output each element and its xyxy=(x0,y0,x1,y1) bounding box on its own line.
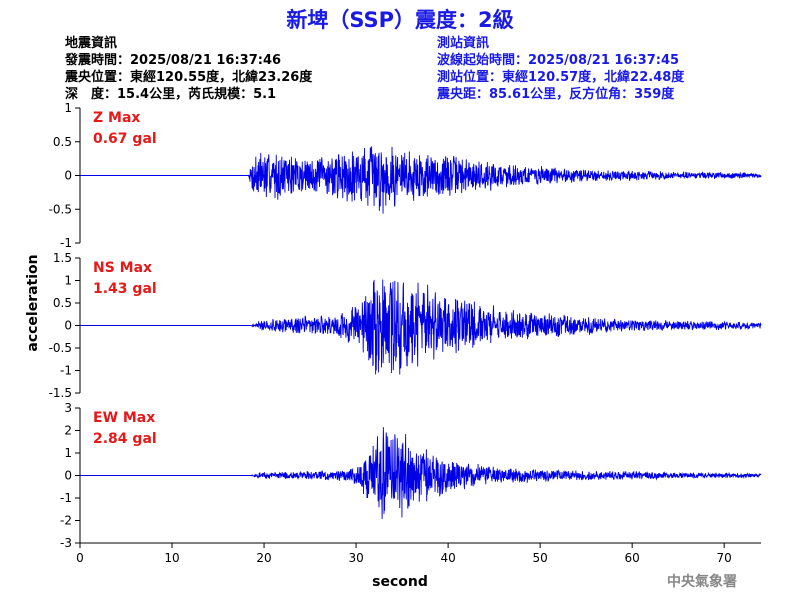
x-tick-label: 20 xyxy=(256,551,271,565)
chart-title: 新埤（SSP）震度：2級 xyxy=(286,8,513,32)
max-value-ns: 1.43 gal xyxy=(93,281,157,297)
x-axis: 0 10 20 30 40 50 60 70 xyxy=(76,542,761,565)
x-tick-label: 30 xyxy=(348,551,363,565)
x-tick-label: 40 xyxy=(440,551,455,565)
station-location: 測站位置：東經120.57度，北緯22.48度 xyxy=(437,69,685,85)
y-tick-label: -1 xyxy=(60,491,72,505)
event-info: 地震資訊 發震時間：2025/08/21 16:37:46 震央位置：東經120… xyxy=(64,35,313,102)
max-title-z: Z Max xyxy=(93,110,140,126)
y-tick-label: 1 xyxy=(64,446,72,460)
agency-credit: 中央氣象署 xyxy=(667,573,737,590)
trace-ns xyxy=(80,279,762,375)
x-tick-label: 50 xyxy=(532,551,547,565)
y-tick-label: -1 xyxy=(60,236,72,250)
y-tick-label: -0.5 xyxy=(49,341,72,355)
y-tick-label: 0.5 xyxy=(53,135,72,149)
x-tick-label: 10 xyxy=(164,551,179,565)
wave-start-time: 波線起始時間：2025/08/21 16:37:45 xyxy=(437,52,679,68)
panel-z: 1 0.5 0 -0.5 -1 Z Max 0.67 gal xyxy=(49,101,762,250)
x-tick-label: 60 xyxy=(625,551,640,565)
y-tick-label: -1 xyxy=(60,364,72,378)
depth-magnitude: 深 度：15.4公里，芮氏規模：5.1 xyxy=(65,86,276,102)
y-tick-label: 2 xyxy=(64,424,72,438)
y-tick-label: 1 xyxy=(64,101,72,115)
panel-ns: 1.5 1 0.5 0 -0.5 -1 -1.5 NS Max 1.43 gal xyxy=(49,251,762,400)
distance-azimuth: 震央距：85.61公里，反方位角：359度 xyxy=(436,86,675,102)
y-tick-label: 1.5 xyxy=(53,251,72,265)
y-tick-label: -2 xyxy=(60,514,72,528)
y-tick-label: -1.5 xyxy=(49,386,72,400)
max-value-ew: 2.84 gal xyxy=(93,431,157,447)
y-tick-label: 0 xyxy=(64,169,72,183)
panel-ew: 3 2 1 0 -1 -2 -3 EW Max 2.84 gal xyxy=(60,401,762,550)
y-tick-label: 0 xyxy=(64,319,72,333)
y-tick-label: -0.5 xyxy=(49,202,72,216)
x-tick-label: 70 xyxy=(717,551,732,565)
max-title-ew: EW Max xyxy=(93,410,155,426)
origin-time: 發震時間：2025/08/21 16:37:46 xyxy=(64,52,281,68)
event-info-heading: 地震資訊 xyxy=(65,35,117,51)
x-axis-label: second xyxy=(372,574,428,590)
station-info-heading: 測站資訊 xyxy=(437,35,489,51)
y-axis-label: acceleration xyxy=(25,254,41,351)
y-tick-label: 0 xyxy=(64,469,72,483)
epicenter: 震央位置：東經120.55度，北緯23.26度 xyxy=(64,69,313,85)
y-tick-label: 1 xyxy=(64,274,72,288)
trace-z xyxy=(80,146,762,214)
trace-ew xyxy=(80,427,762,519)
max-title-ns: NS Max xyxy=(93,260,152,276)
max-value-z: 0.67 gal xyxy=(93,131,157,147)
y-tick-label: 0.5 xyxy=(53,296,72,310)
x-tick-label: 0 xyxy=(76,551,84,565)
panels: 1 0.5 0 -0.5 -1 Z Max 0.67 gal 1.5 1 0.5 0 -0.5 -1 -1… xyxy=(49,101,762,550)
station-info: 測站資訊 波線起始時間：2025/08/21 16:37:45 測站位置：東經1… xyxy=(436,35,685,102)
y-tick-label: -3 xyxy=(60,536,72,550)
y-tick-label: 3 xyxy=(64,401,72,415)
